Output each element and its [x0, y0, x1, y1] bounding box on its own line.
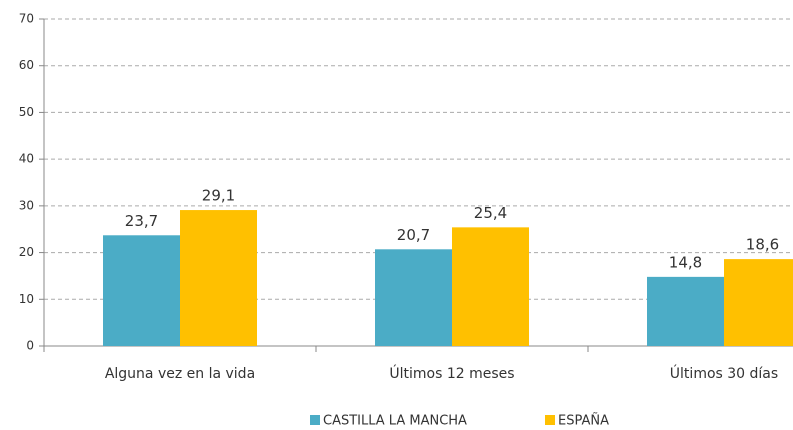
- x-tick-label: Últimos 12 meses: [389, 364, 514, 382]
- y-tick-label: 0: [26, 339, 34, 353]
- x-tick-label: Últimos 30 días: [670, 364, 778, 382]
- bar: [180, 210, 257, 346]
- y-tick-label: 50: [19, 105, 34, 119]
- bar: [375, 249, 452, 346]
- legend-label: CASTILLA LA MANCHA: [323, 414, 467, 429]
- value-label: 18,6: [746, 236, 779, 254]
- y-tick-label: 10: [19, 292, 34, 306]
- y-tick-label: 30: [19, 198, 34, 212]
- y-tick-label: 60: [19, 58, 34, 72]
- bar: [647, 276, 724, 346]
- value-label: 23,7: [125, 212, 158, 230]
- x-tick-label: Alguna vez en la vida: [105, 366, 255, 382]
- bar: [452, 227, 529, 346]
- value-label: 29,1: [202, 187, 235, 205]
- value-label: 25,4: [474, 204, 507, 222]
- legend-swatch: [545, 415, 555, 425]
- y-tick-label: 40: [19, 152, 34, 166]
- legend-label: ESPAÑA: [558, 413, 609, 429]
- bar: [724, 259, 793, 346]
- value-label: 20,7: [397, 226, 430, 244]
- value-label: 14,8: [669, 253, 702, 271]
- legend-swatch: [310, 415, 320, 425]
- bar: [103, 235, 180, 346]
- y-tick-label: 20: [19, 245, 34, 259]
- y-tick-label: 70: [19, 12, 34, 26]
